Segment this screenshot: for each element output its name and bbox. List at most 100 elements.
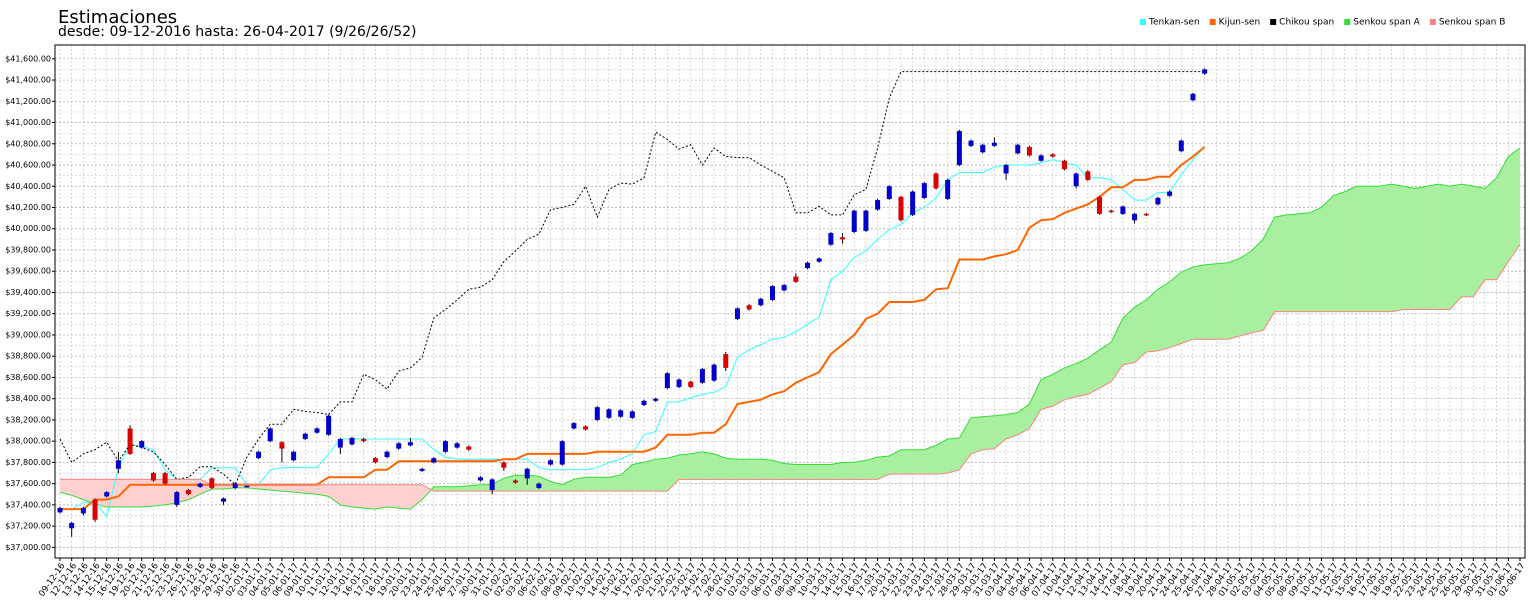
cloud-fill bbox=[410, 484, 423, 510]
candle-body bbox=[174, 492, 180, 505]
candle-body bbox=[115, 460, 121, 469]
candle-body bbox=[711, 364, 717, 381]
legend-label: Senkou span A bbox=[1353, 18, 1420, 28]
cloud-fill bbox=[83, 479, 96, 504]
candle-body bbox=[769, 286, 775, 300]
plot-frame bbox=[54, 44, 1526, 559]
cloud-fill bbox=[1484, 177, 1497, 280]
cloud-fill bbox=[971, 416, 983, 454]
cloud-fill bbox=[1076, 358, 1088, 397]
cloud-fill bbox=[644, 459, 656, 492]
cloud-fill bbox=[1414, 186, 1427, 310]
cloud-fill bbox=[398, 484, 411, 510]
candle-body bbox=[653, 398, 659, 401]
candle-body bbox=[244, 485, 250, 488]
cloud-fill bbox=[305, 484, 317, 495]
candle-body bbox=[1061, 160, 1067, 170]
cloud-fill bbox=[1496, 156, 1509, 280]
cloud-fill bbox=[655, 458, 668, 492]
cloud-fill bbox=[1461, 184, 1474, 297]
legend-swatch bbox=[1344, 19, 1351, 25]
cloud-fill bbox=[772, 460, 785, 480]
cloud-fill bbox=[1379, 184, 1392, 312]
candles bbox=[57, 68, 1208, 537]
candle-body bbox=[1178, 140, 1184, 152]
candle-body bbox=[991, 142, 997, 146]
y-tick-label: $40,600.00 bbox=[5, 161, 51, 170]
candle-body bbox=[828, 232, 834, 245]
cloud-fill bbox=[725, 458, 738, 480]
cloud-fill bbox=[503, 475, 516, 492]
cloud-fill bbox=[1204, 263, 1217, 340]
y-tick-label: $39,200.00 bbox=[5, 309, 51, 318]
cloud-fill bbox=[807, 464, 820, 480]
cloud-fill bbox=[795, 464, 808, 480]
candle-body bbox=[466, 446, 472, 450]
cloud-fill bbox=[982, 415, 995, 450]
y-tick-label: $41,200.00 bbox=[5, 97, 51, 106]
cloud-fill bbox=[1052, 367, 1065, 407]
candle-body bbox=[361, 439, 367, 442]
candle-body bbox=[524, 468, 530, 479]
cloud-fill bbox=[457, 485, 469, 492]
cloud-fill bbox=[1309, 207, 1322, 312]
y-tick-label: $40,800.00 bbox=[5, 139, 51, 148]
cloud-fill bbox=[1239, 251, 1252, 337]
cloud-fill bbox=[130, 479, 142, 508]
cloud-fill bbox=[445, 486, 458, 492]
cloud-fill bbox=[1333, 191, 1345, 312]
series-line bbox=[59, 147, 1521, 510]
cloud-fill bbox=[200, 479, 212, 495]
cloud-fill bbox=[924, 445, 936, 475]
cloud-fill bbox=[468, 484, 481, 492]
cloud-fill bbox=[1029, 379, 1042, 429]
legend-label: Chikou span bbox=[1279, 18, 1334, 28]
candle-body bbox=[875, 200, 881, 210]
candle-body bbox=[489, 479, 495, 491]
cloud-fill bbox=[352, 484, 364, 509]
candle-body bbox=[851, 210, 857, 232]
candle-body bbox=[1108, 210, 1114, 213]
candle-body bbox=[758, 298, 764, 306]
candle-body bbox=[419, 468, 425, 471]
cloud-fill bbox=[842, 462, 855, 480]
cloud-fill bbox=[702, 451, 715, 480]
candle-body bbox=[209, 478, 215, 488]
candle-body bbox=[349, 437, 355, 445]
candle-body bbox=[454, 443, 460, 448]
cloud-fill bbox=[737, 459, 750, 480]
cloud-fill bbox=[936, 439, 948, 475]
cloud-fill bbox=[1391, 184, 1404, 312]
candle-body bbox=[618, 410, 624, 417]
y-tick-label: $37,400.00 bbox=[5, 500, 51, 509]
cloud-fill bbox=[211, 484, 224, 489]
cloud-fill bbox=[959, 417, 972, 470]
cloud-fill bbox=[889, 449, 901, 475]
series-line bbox=[60, 244, 1521, 492]
cloud-fill bbox=[585, 477, 598, 492]
candle-body bbox=[314, 428, 320, 433]
cloud-fill bbox=[387, 484, 399, 509]
candle-body bbox=[162, 473, 168, 484]
cloud-fill bbox=[1228, 258, 1240, 340]
legend-swatch bbox=[1140, 19, 1146, 25]
legend: Tenkan-sen Kijun-sen Chikou span Senkou spa… bbox=[1140, 18, 1505, 28]
cloud-fill bbox=[118, 479, 131, 508]
cloud-fill bbox=[632, 462, 644, 492]
candle-body bbox=[69, 522, 75, 529]
candle-body bbox=[197, 483, 203, 487]
cloud-fill bbox=[293, 484, 306, 494]
candle-body bbox=[606, 409, 612, 418]
cloud-fill bbox=[690, 451, 703, 480]
candle-body bbox=[1132, 213, 1138, 221]
candle-body bbox=[1038, 155, 1044, 161]
cloud-fill bbox=[363, 484, 376, 510]
cloud-fill bbox=[1438, 184, 1450, 310]
y-tick-label: $38,400.00 bbox=[5, 394, 51, 403]
candle-body bbox=[1097, 196, 1103, 214]
y-tick-label: $40,200.00 bbox=[5, 203, 51, 212]
y-tick-label: $41,000.00 bbox=[5, 118, 51, 127]
candle-body bbox=[501, 462, 507, 468]
y-tick-label: $39,000.00 bbox=[5, 330, 51, 339]
candle-body bbox=[232, 483, 238, 488]
